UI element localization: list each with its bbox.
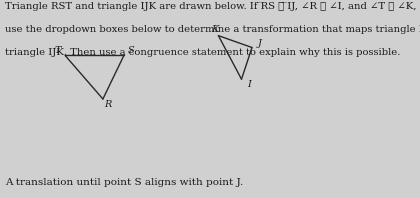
Text: R: R: [104, 100, 112, 109]
Text: A translation until point S aligns with point J.: A translation until point S aligns with …: [5, 178, 243, 187]
Text: S: S: [128, 46, 135, 55]
Text: I: I: [247, 80, 251, 89]
Text: J: J: [257, 39, 262, 48]
Text: T: T: [54, 46, 61, 55]
Text: triangle IJK. Then use a congruence statement to explain why this is possible.: triangle IJK. Then use a congruence stat…: [5, 48, 400, 56]
Text: use the dropdown boxes below to determine a transformation that maps triangle RS: use the dropdown boxes below to determin…: [5, 25, 420, 34]
Text: Triangle RST and triangle IJK are drawn below. If ̅RS ≅ ̅IJ, ∠R ≅ ∠I, and ∠T ≅ ∠: Triangle RST and triangle IJK are drawn …: [5, 2, 417, 11]
Text: K: K: [211, 25, 219, 34]
